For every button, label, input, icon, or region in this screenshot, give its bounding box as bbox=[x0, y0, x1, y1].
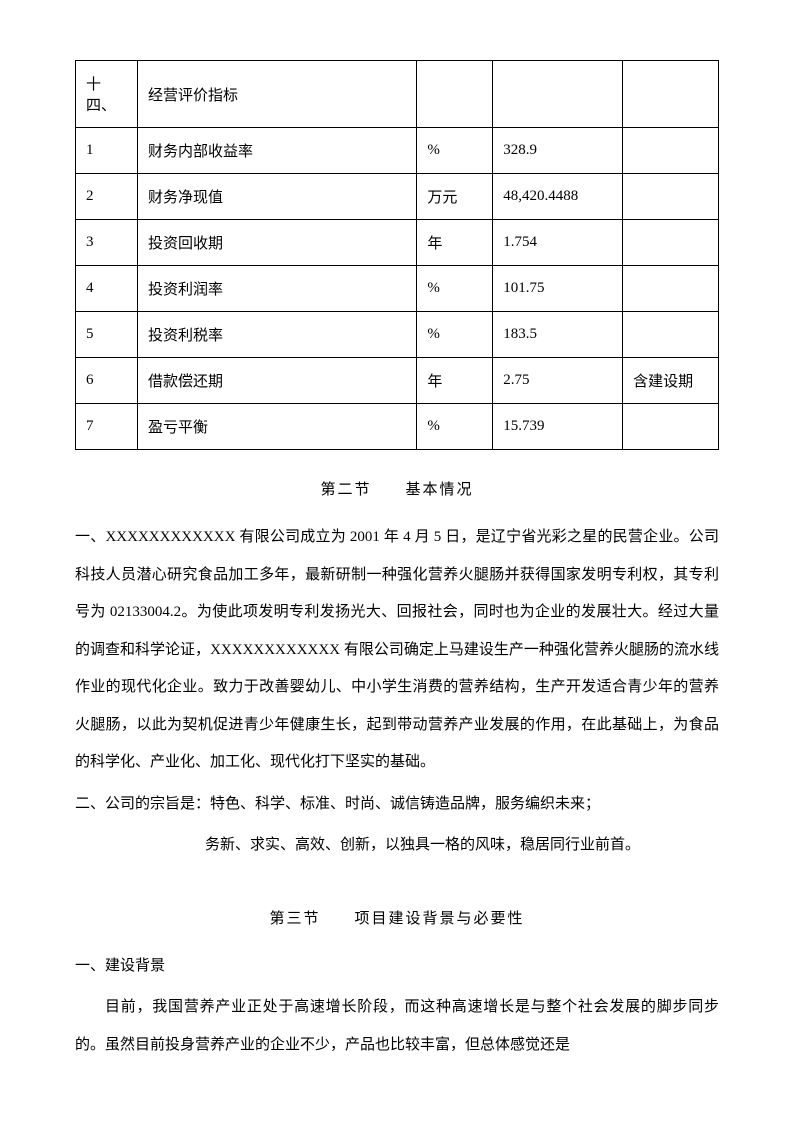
table-cell: 十四、 bbox=[76, 61, 138, 128]
paragraph-3-heading: 一、建设背景 bbox=[75, 948, 719, 986]
table-cell: 投资回收期 bbox=[137, 220, 416, 266]
table-cell: % bbox=[417, 266, 493, 312]
table-cell: 财务净现值 bbox=[137, 174, 416, 220]
table-cell bbox=[623, 404, 719, 450]
table-row: 2财务净现值万元48,420.4488 bbox=[76, 174, 719, 220]
table-cell: 投资利税率 bbox=[137, 312, 416, 358]
table-cell: 183.5 bbox=[493, 312, 623, 358]
table-row: 5投资利税率%183.5 bbox=[76, 312, 719, 358]
section2-title: 第二节 基本情况 bbox=[75, 478, 719, 499]
table-row: 7盈亏平衡%15.739 bbox=[76, 404, 719, 450]
table-cell: 经营评价指标 bbox=[137, 61, 416, 128]
table-cell: 年 bbox=[417, 358, 493, 404]
table-row: 4投资利润率%101.75 bbox=[76, 266, 719, 312]
table-cell: 1 bbox=[76, 128, 138, 174]
paragraph-4: 目前，我国营养产业正处于高速增长阶段，而这种高速增长是与整个社会发展的脚步同步的… bbox=[75, 989, 719, 1064]
table-cell: 2.75 bbox=[493, 358, 623, 404]
paragraph-2-line2: 务新、求实、高效、创新，以独具一格的风味，稳居同行业前首。 bbox=[75, 827, 719, 865]
table-cell: 101.75 bbox=[493, 266, 623, 312]
table-cell: 4 bbox=[76, 266, 138, 312]
table-row: 十四、经营评价指标 bbox=[76, 61, 719, 128]
paragraph-1: 一、XXXXXXXXXXXX 有限公司成立为 2001 年 4 月 5 日，是辽… bbox=[75, 519, 719, 782]
table-cell: 财务内部收益率 bbox=[137, 128, 416, 174]
table-cell: 6 bbox=[76, 358, 138, 404]
spacer bbox=[75, 865, 719, 895]
table-cell bbox=[493, 61, 623, 128]
table-cell: % bbox=[417, 404, 493, 450]
table-row: 6借款偿还期年2.75含建设期 bbox=[76, 358, 719, 404]
table-cell: 5 bbox=[76, 312, 138, 358]
table-cell: 2 bbox=[76, 174, 138, 220]
table-cell: 1.754 bbox=[493, 220, 623, 266]
table-cell: 万元 bbox=[417, 174, 493, 220]
table-cell bbox=[623, 174, 719, 220]
table-cell: 3 bbox=[76, 220, 138, 266]
table-cell: 年 bbox=[417, 220, 493, 266]
section3-title: 第三节 项目建设背景与必要性 bbox=[75, 907, 719, 928]
table-cell: 7 bbox=[76, 404, 138, 450]
table-cell: % bbox=[417, 312, 493, 358]
table-cell: 48,420.4488 bbox=[493, 174, 623, 220]
table-cell bbox=[623, 312, 719, 358]
table-cell bbox=[623, 128, 719, 174]
table-cell: 15.739 bbox=[493, 404, 623, 450]
table-cell: 借款偿还期 bbox=[137, 358, 416, 404]
table-cell bbox=[623, 220, 719, 266]
table-cell: 盈亏平衡 bbox=[137, 404, 416, 450]
table-cell bbox=[417, 61, 493, 128]
table-cell: 328.9 bbox=[493, 128, 623, 174]
table-cell: % bbox=[417, 128, 493, 174]
table-body: 十四、经营评价指标1财务内部收益率%328.92财务净现值万元48,420.44… bbox=[76, 61, 719, 450]
evaluation-table: 十四、经营评价指标1财务内部收益率%328.92财务净现值万元48,420.44… bbox=[75, 60, 719, 450]
table-cell: 含建设期 bbox=[623, 358, 719, 404]
table-cell: 投资利润率 bbox=[137, 266, 416, 312]
table-row: 1财务内部收益率%328.9 bbox=[76, 128, 719, 174]
table-cell bbox=[623, 266, 719, 312]
paragraph-2-line1: 二、公司的宗旨是：特色、科学、标准、时尚、诚信铸造品牌，服务编织未来； bbox=[75, 786, 719, 824]
table-cell bbox=[623, 61, 719, 128]
table-row: 3投资回收期年1.754 bbox=[76, 220, 719, 266]
